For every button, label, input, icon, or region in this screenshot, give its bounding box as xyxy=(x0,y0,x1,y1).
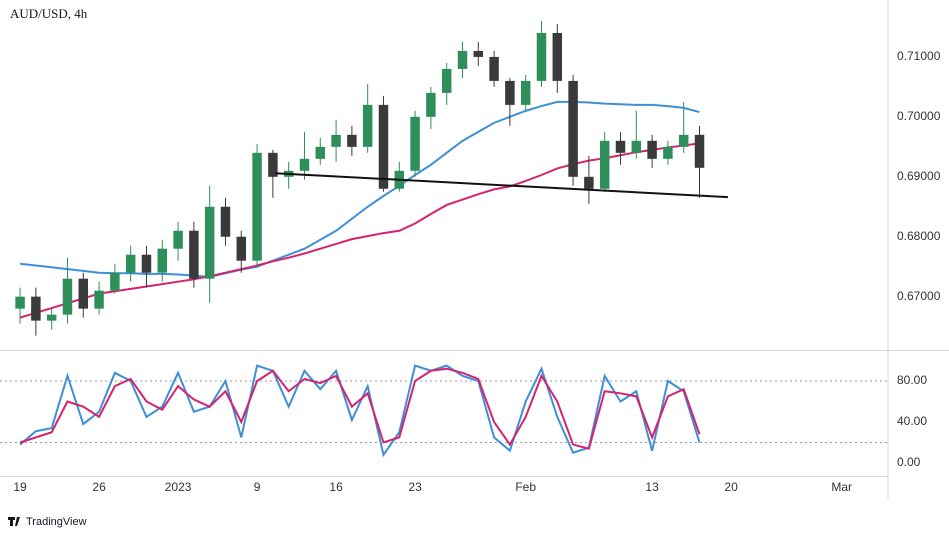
candle-body xyxy=(536,32,547,81)
candle-body xyxy=(157,248,168,273)
candle-body xyxy=(568,80,578,177)
candle-body xyxy=(473,50,484,57)
y-tick-label: 80.00 xyxy=(897,373,927,387)
chart-title: AUD/USD, 4h xyxy=(10,6,88,21)
candle-body xyxy=(615,140,626,153)
candle-body xyxy=(220,206,231,237)
candle-body xyxy=(631,140,642,153)
candle-body xyxy=(362,104,373,147)
candle-body xyxy=(189,230,199,279)
candle-body xyxy=(378,104,389,189)
candle-body xyxy=(410,116,420,171)
y-tick-label: 0.71000 xyxy=(897,49,941,63)
x-tick-label: Feb xyxy=(515,480,536,494)
candle-body xyxy=(584,176,594,189)
candle-body xyxy=(252,152,262,261)
x-tick-label: 26 xyxy=(92,480,106,494)
indicator-line xyxy=(19,142,700,319)
candle-body xyxy=(173,230,183,249)
x-tick-label: 20 xyxy=(724,480,738,494)
candle-body xyxy=(62,278,73,315)
candle-body xyxy=(141,254,152,273)
candle-body xyxy=(46,314,57,321)
x-tick-label: 2023 xyxy=(165,480,192,494)
candle-body xyxy=(441,68,452,93)
candle-body xyxy=(347,134,357,147)
candle-body xyxy=(78,278,89,309)
candle-body xyxy=(552,32,563,81)
candle-body xyxy=(236,236,247,261)
candle-body xyxy=(426,92,436,117)
candle-body xyxy=(505,80,515,105)
candle-body xyxy=(678,134,689,147)
candle-body xyxy=(15,296,25,309)
x-tick-label: 19 xyxy=(13,480,27,494)
candle-body xyxy=(110,272,120,291)
indicator-line xyxy=(19,100,700,278)
candle-body xyxy=(694,134,705,168)
indicator-line xyxy=(19,367,701,450)
y-tick-label: 0.00 xyxy=(897,455,921,469)
x-tick-label: 23 xyxy=(408,480,422,494)
candle-body xyxy=(31,296,41,321)
x-tick-label: 9 xyxy=(254,480,261,494)
candle-body xyxy=(457,50,468,69)
y-tick-label: 40.00 xyxy=(897,414,927,428)
brand-logo xyxy=(8,517,20,526)
y-tick-label: 0.67000 xyxy=(897,289,941,303)
brand: TradingView xyxy=(26,516,87,528)
y-tick-label: 0.70000 xyxy=(897,109,941,123)
candle-body xyxy=(125,254,136,273)
candle-body xyxy=(315,146,326,159)
candle-body xyxy=(489,56,499,81)
candle-body xyxy=(647,140,657,159)
x-tick-label: 13 xyxy=(645,480,659,494)
y-tick-label: 0.69000 xyxy=(897,169,941,183)
trendline xyxy=(275,172,728,199)
candle-body xyxy=(663,146,673,159)
y-tick-label: 0.68000 xyxy=(897,229,941,243)
x-tick-label: 16 xyxy=(329,480,343,494)
candle-body xyxy=(299,158,310,171)
candle-body xyxy=(204,206,215,279)
candle-body xyxy=(94,290,104,309)
candle-body xyxy=(599,140,610,189)
candle-body xyxy=(331,134,341,147)
x-tick-label: Mar xyxy=(831,480,852,494)
candle-body xyxy=(520,80,531,105)
candle-body xyxy=(268,152,278,177)
